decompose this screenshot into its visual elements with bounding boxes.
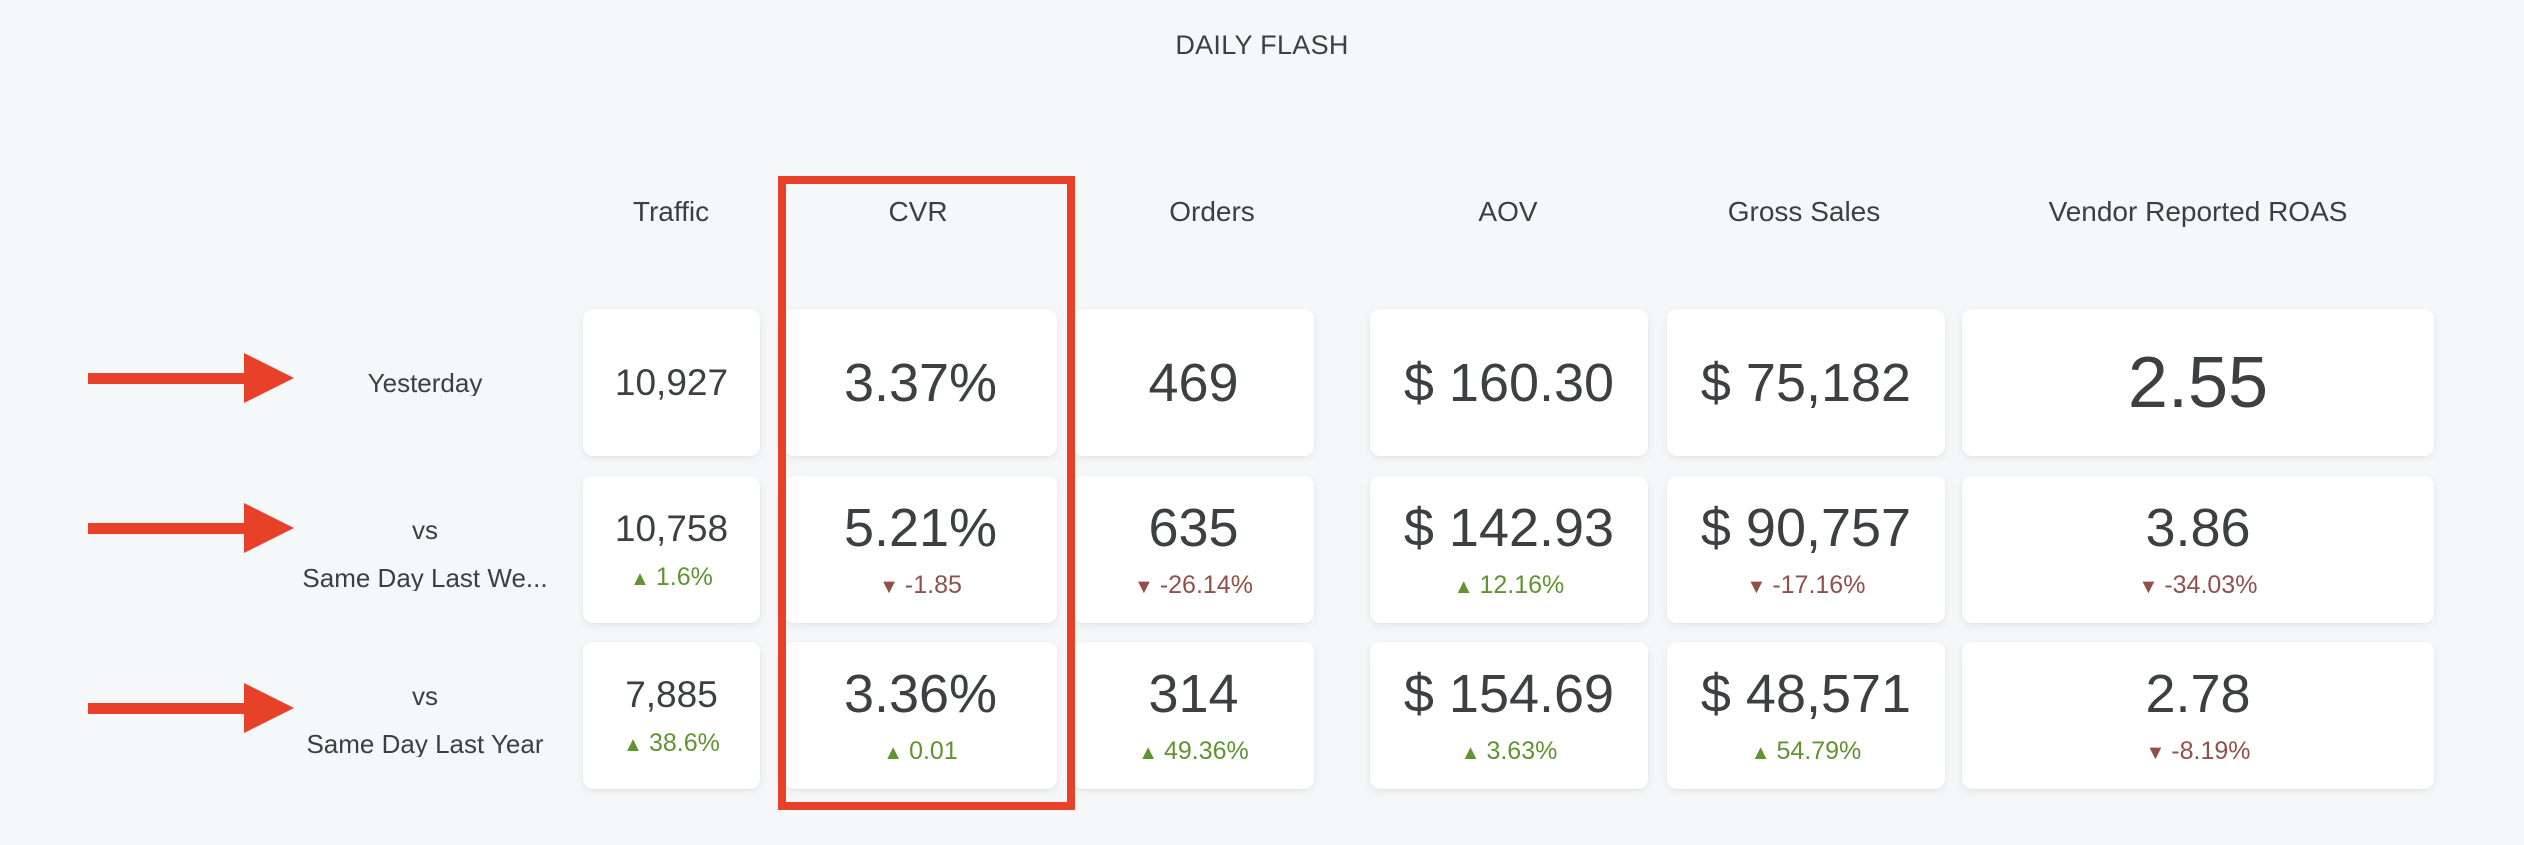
kpi-value: $ 48,571: [1700, 664, 1912, 724]
kpi-card-cvr-yesterday: 3.37%: [784, 309, 1057, 456]
kpi-card-gross-sales-last-week: $ 90,757 ▼ -17.16%: [1667, 476, 1945, 623]
triangle-up-icon: ▲: [630, 567, 650, 590]
column-header-gross-sales: Gross Sales: [1727, 196, 1881, 227]
kpi-card-traffic-yesterday: 10,927: [583, 309, 760, 456]
kpi-delta: ▼ -34.03%: [2138, 571, 2258, 599]
column-header-orders: Orders: [1169, 196, 1255, 227]
column-header-aov: AOV: [1478, 196, 1538, 227]
kpi-value: $ 90,757: [1700, 498, 1912, 558]
row-label-vs: vs: [412, 517, 438, 543]
kpi-card-roas-last-week: 3.86 ▼ -34.03%: [1962, 476, 2434, 623]
kpi-value: 3.36%: [843, 664, 998, 724]
kpi-card-roas-last-year: 2.78 ▼ -8.19%: [1962, 642, 2434, 789]
triangle-down-icon: ▼: [2145, 742, 2166, 764]
kpi-value: 5.21%: [843, 498, 998, 558]
kpi-delta: ▲ 54.79%: [1750, 737, 1862, 765]
kpi-delta: ▼ -26.14%: [1134, 571, 1253, 599]
kpi-value: 3.37%: [843, 352, 998, 413]
kpi-value: $ 142.93: [1403, 498, 1615, 558]
kpi-value: $ 160.30: [1403, 352, 1615, 413]
triangle-up-icon: ▲: [1460, 742, 1481, 764]
kpi-card-cvr-last-year: 3.36% ▲ 0.01: [784, 642, 1057, 789]
triangle-up-icon: ▲: [883, 742, 904, 764]
red-arrow-icon: [88, 353, 294, 403]
column-header-traffic: Traffic: [632, 196, 710, 227]
kpi-delta: ▲ 38.6%: [623, 728, 720, 757]
kpi-delta: ▲ 12.16%: [1453, 571, 1565, 599]
row-label-same-day-last-year: vs Same Day Last Year: [270, 683, 580, 757]
kpi-value: 2.78: [2145, 664, 2251, 724]
dashboard-title: DAILY FLASH: [1175, 30, 1349, 60]
kpi-value: 314: [1148, 664, 1239, 724]
kpi-delta: ▼ -8.19%: [2145, 737, 2251, 765]
kpi-delta: ▲ 1.6%: [630, 562, 713, 591]
kpi-value: 2.55: [2127, 342, 2269, 423]
kpi-value: 10,758: [614, 507, 729, 549]
kpi-value: $ 154.69: [1403, 664, 1615, 724]
kpi-delta: ▼ -1.85: [879, 571, 962, 599]
kpi-delta: ▼ -17.16%: [1746, 571, 1866, 599]
red-arrow-icon: [88, 683, 294, 733]
triangle-down-icon: ▼: [1746, 576, 1767, 598]
triangle-down-icon: ▼: [2138, 576, 2159, 598]
kpi-delta: ▲ 3.63%: [1460, 737, 1558, 765]
kpi-card-cvr-last-week: 5.21% ▼ -1.85: [784, 476, 1057, 623]
kpi-card-aov-last-week: $ 142.93 ▲ 12.16%: [1370, 476, 1648, 623]
kpi-card-traffic-last-year: 7,885 ▲ 38.6%: [583, 642, 760, 789]
triangle-up-icon: ▲: [623, 733, 643, 756]
row-label-same-day-last-week: vs Same Day Last We...: [270, 517, 580, 591]
kpi-card-aov-yesterday: $ 160.30: [1370, 309, 1648, 456]
kpi-value: $ 75,182: [1700, 352, 1912, 413]
kpi-card-orders-yesterday: 469: [1073, 309, 1314, 456]
triangle-down-icon: ▼: [1134, 576, 1154, 598]
triangle-up-icon: ▲: [1750, 742, 1771, 764]
kpi-card-orders-last-week: 635 ▼ -26.14%: [1073, 476, 1314, 623]
red-arrow-icon: [88, 503, 294, 553]
triangle-up-icon: ▲: [1138, 742, 1158, 764]
kpi-delta: ▲ 49.36%: [1138, 737, 1249, 765]
kpi-card-gross-sales-yesterday: $ 75,182: [1667, 309, 1945, 456]
kpi-delta: ▲ 0.01: [883, 737, 958, 765]
row-label-text: Same Day Last We...: [302, 565, 548, 591]
triangle-down-icon: ▼: [879, 576, 899, 598]
kpi-card-traffic-last-week: 10,758 ▲ 1.6%: [583, 476, 760, 623]
kpi-card-roas-yesterday: 2.55: [1962, 309, 2434, 456]
kpi-value: 469: [1148, 352, 1239, 413]
column-header-roas: Vendor Reported ROAS: [2048, 196, 2348, 227]
kpi-value: 7,885: [625, 673, 718, 715]
row-label-yesterday: Yesterday: [270, 370, 580, 396]
kpi-card-orders-last-year: 314 ▲ 49.36%: [1073, 642, 1314, 789]
row-label-text: Yesterday: [367, 370, 483, 396]
kpi-value: 3.86: [2145, 498, 2251, 558]
kpi-card-aov-last-year: $ 154.69 ▲ 3.63%: [1370, 642, 1648, 789]
kpi-card-gross-sales-last-year: $ 48,571 ▲ 54.79%: [1667, 642, 1945, 789]
column-header-cvr: CVR: [888, 196, 948, 227]
kpi-value: 635: [1148, 498, 1239, 558]
cvr-highlight-box: [778, 176, 1075, 810]
kpi-value: 10,927: [614, 362, 729, 403]
row-label-vs: vs: [412, 683, 438, 709]
row-label-text: Same Day Last Year: [306, 731, 544, 757]
triangle-up-icon: ▲: [1453, 576, 1474, 598]
